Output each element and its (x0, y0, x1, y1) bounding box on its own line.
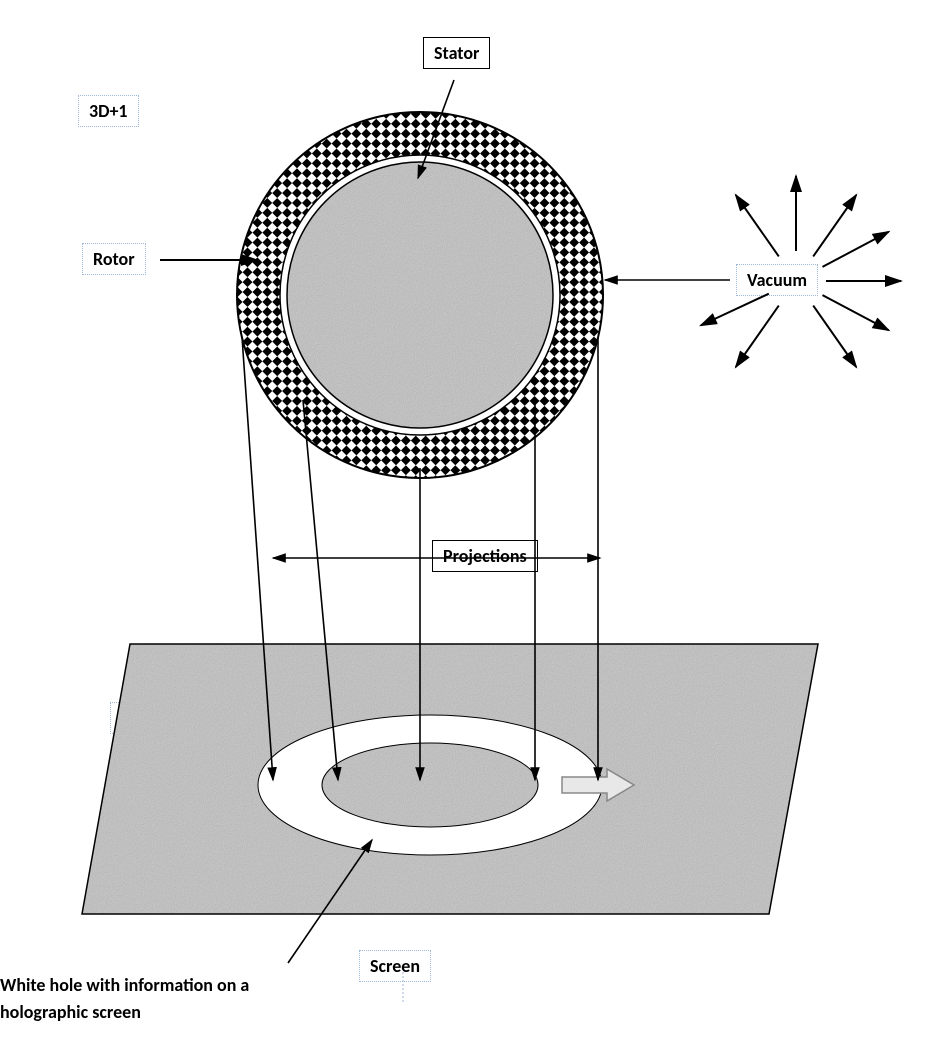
top-sphere (237, 112, 603, 478)
vacuum-label: Vacuum (736, 264, 818, 296)
outgoing-arrow-icon (562, 769, 634, 801)
screen-label: Screen (359, 950, 431, 982)
projections-label: Projections (432, 540, 538, 572)
diagram-canvas (0, 0, 930, 1043)
footer-text: White hole with information on a hologra… (0, 972, 330, 1026)
screen-plane (82, 644, 818, 914)
stator-label: Stator (423, 37, 490, 69)
twoD-label: 2D+1 (110, 702, 171, 734)
threeD-label: 3D+1 (78, 95, 139, 127)
rotor-label: Rotor (82, 243, 146, 275)
